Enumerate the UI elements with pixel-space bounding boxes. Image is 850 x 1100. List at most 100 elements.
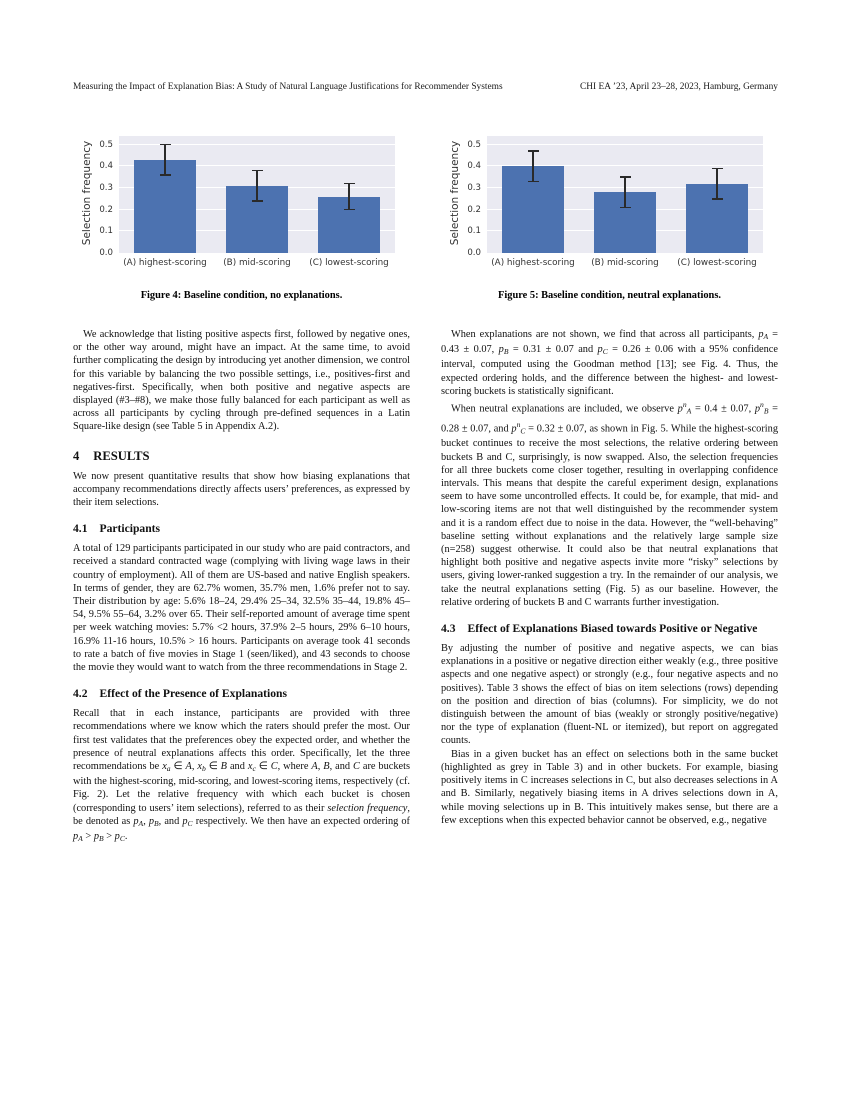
- paragraph: By adjusting the number of positive and …: [441, 643, 778, 747]
- y-tick-label: 0.1: [467, 226, 481, 237]
- paragraph: Recall that in each instance, participan…: [73, 708, 411, 844]
- y-tick-label: 0.0: [99, 248, 113, 258]
- x-tick-label: (B) mid-scoring: [591, 258, 659, 268]
- text-run: A: [185, 761, 192, 773]
- y-tick-label: 0.2: [99, 204, 113, 215]
- x-tick-label: (B) mid-scoring: [223, 258, 291, 268]
- text-run: B: [763, 406, 769, 416]
- error-bar-cap: [343, 182, 355, 185]
- y-tick-label: 0.5: [99, 139, 113, 150]
- section-title: RESULTS: [93, 448, 150, 463]
- text-run: x: [247, 761, 253, 773]
- paragraph: We now present quantitative results that…: [73, 470, 410, 509]
- text-run: a: [166, 764, 171, 774]
- error-bar-cap: [711, 198, 723, 200]
- plot-area: [119, 136, 395, 253]
- figure-4: Selection frequency 0.0 0.1 0.2 0.3 0.4 0.5 (A)…: [73, 128, 410, 301]
- section-heading: 4.1 Participants: [73, 522, 410, 536]
- x-tick-label: (C) lowest-scoring: [677, 258, 757, 268]
- y-tick-label: 0.5: [467, 139, 481, 150]
- text-run: A: [311, 761, 318, 773]
- section-heading: 4 RESULTS: [73, 449, 410, 463]
- text-run: b: [201, 764, 206, 774]
- text-run: A: [78, 834, 83, 844]
- error-bar-cap: [619, 206, 631, 209]
- text-run: p: [114, 831, 120, 843]
- text-column-right: When explanations are not shown, we find…: [441, 328, 778, 827]
- text-run: C: [119, 834, 125, 844]
- error-bar-cap: [619, 176, 631, 178]
- error-bar-cap: [527, 180, 539, 183]
- error-bar-cap: [343, 208, 355, 211]
- running-header: Measuring the Impact of Explanation Bias…: [73, 82, 778, 92]
- y-tick-label: 0.4: [467, 161, 481, 172]
- text-run: p: [148, 815, 155, 827]
- error-bar: [716, 168, 718, 199]
- text-run: p: [597, 344, 603, 356]
- y-tick-label: 0.3: [467, 183, 481, 193]
- paragraph: We acknowledge that listing positive asp…: [73, 329, 410, 433]
- text-run: A: [686, 406, 692, 416]
- text-run: p: [758, 329, 764, 340]
- x-tick-label: (C) lowest-scoring: [309, 258, 389, 268]
- text-run: B: [154, 818, 159, 828]
- text-run: C: [602, 347, 608, 357]
- text-run: n: [516, 419, 521, 429]
- text-run: B: [503, 347, 509, 357]
- x-tick-label: (A) highest-scoring: [123, 258, 207, 268]
- text-run: B: [220, 761, 227, 773]
- text-run: C: [353, 761, 360, 773]
- text-run: A: [763, 332, 769, 341]
- y-tick-label: 0.4: [99, 161, 113, 172]
- paragraph: Bias in a given bucket has an effect on …: [441, 748, 778, 826]
- text-run: C: [520, 426, 526, 436]
- error-bar: [256, 170, 258, 201]
- error-bar-cap: [527, 150, 539, 152]
- gridline: [487, 143, 763, 145]
- text-column-left: We acknowledge that listing positive asp…: [73, 328, 410, 845]
- error-bar-cap: [159, 143, 171, 146]
- text-run: p: [182, 815, 188, 827]
- text-run: p: [73, 831, 79, 843]
- error-bar-cap: [159, 174, 171, 176]
- paragraph: A total of 129 participants participated…: [73, 543, 410, 674]
- running-header-title: Measuring the Impact of Explanation Bias…: [73, 82, 503, 92]
- text-run: x: [162, 761, 167, 773]
- text-run: C: [270, 761, 278, 773]
- text-run: selection frequency: [327, 802, 408, 814]
- section-heading: 4.3 Effect of Explanations Biased towards…: [441, 622, 778, 636]
- error-bar: [532, 151, 534, 182]
- text-run: B: [99, 834, 104, 844]
- paragraph: When explanations are not shown, we find…: [441, 329, 778, 397]
- section-number: 4.2: [73, 687, 88, 701]
- x-tick-label: (A) highest-scoring: [491, 258, 575, 268]
- section-title: Effect of the Presence of Explanations: [99, 687, 288, 701]
- text-run: c: [252, 764, 256, 774]
- y-tick-label: 0.0: [467, 248, 481, 258]
- error-bar-cap: [251, 169, 263, 172]
- section-number: 4.3: [441, 622, 456, 636]
- plot-area: [487, 136, 763, 253]
- text-run: p: [133, 815, 139, 827]
- section-title: Participants: [99, 522, 161, 536]
- error-bar: [348, 183, 350, 210]
- figure-5-chart: Selection frequency 0.0 0.1 0.2 0.3 0.4 0.5 (A)…: [441, 128, 778, 278]
- paragraph: When neutral explanations are included, …: [441, 400, 779, 608]
- text-run: p: [677, 403, 683, 415]
- figure-5-caption: Figure 5: Baseline condition, neutral ex…: [498, 290, 721, 301]
- section-number: 4: [73, 448, 80, 463]
- section-title: Effect of Explanations Biased towards Po…: [467, 622, 758, 636]
- text-run: x: [197, 761, 202, 773]
- y-tick-label: 0.2: [467, 204, 481, 215]
- text-run: C: [187, 818, 193, 828]
- text-run: n: [682, 400, 687, 410]
- y-tick-label: 0.1: [99, 226, 113, 237]
- text-run: p: [93, 831, 99, 843]
- section-number: 4.1: [73, 522, 88, 536]
- error-bar: [164, 144, 166, 175]
- error-bar-cap: [711, 167, 723, 170]
- text-run: p: [754, 403, 761, 415]
- gridline: [487, 165, 763, 167]
- text-run: A: [138, 818, 144, 828]
